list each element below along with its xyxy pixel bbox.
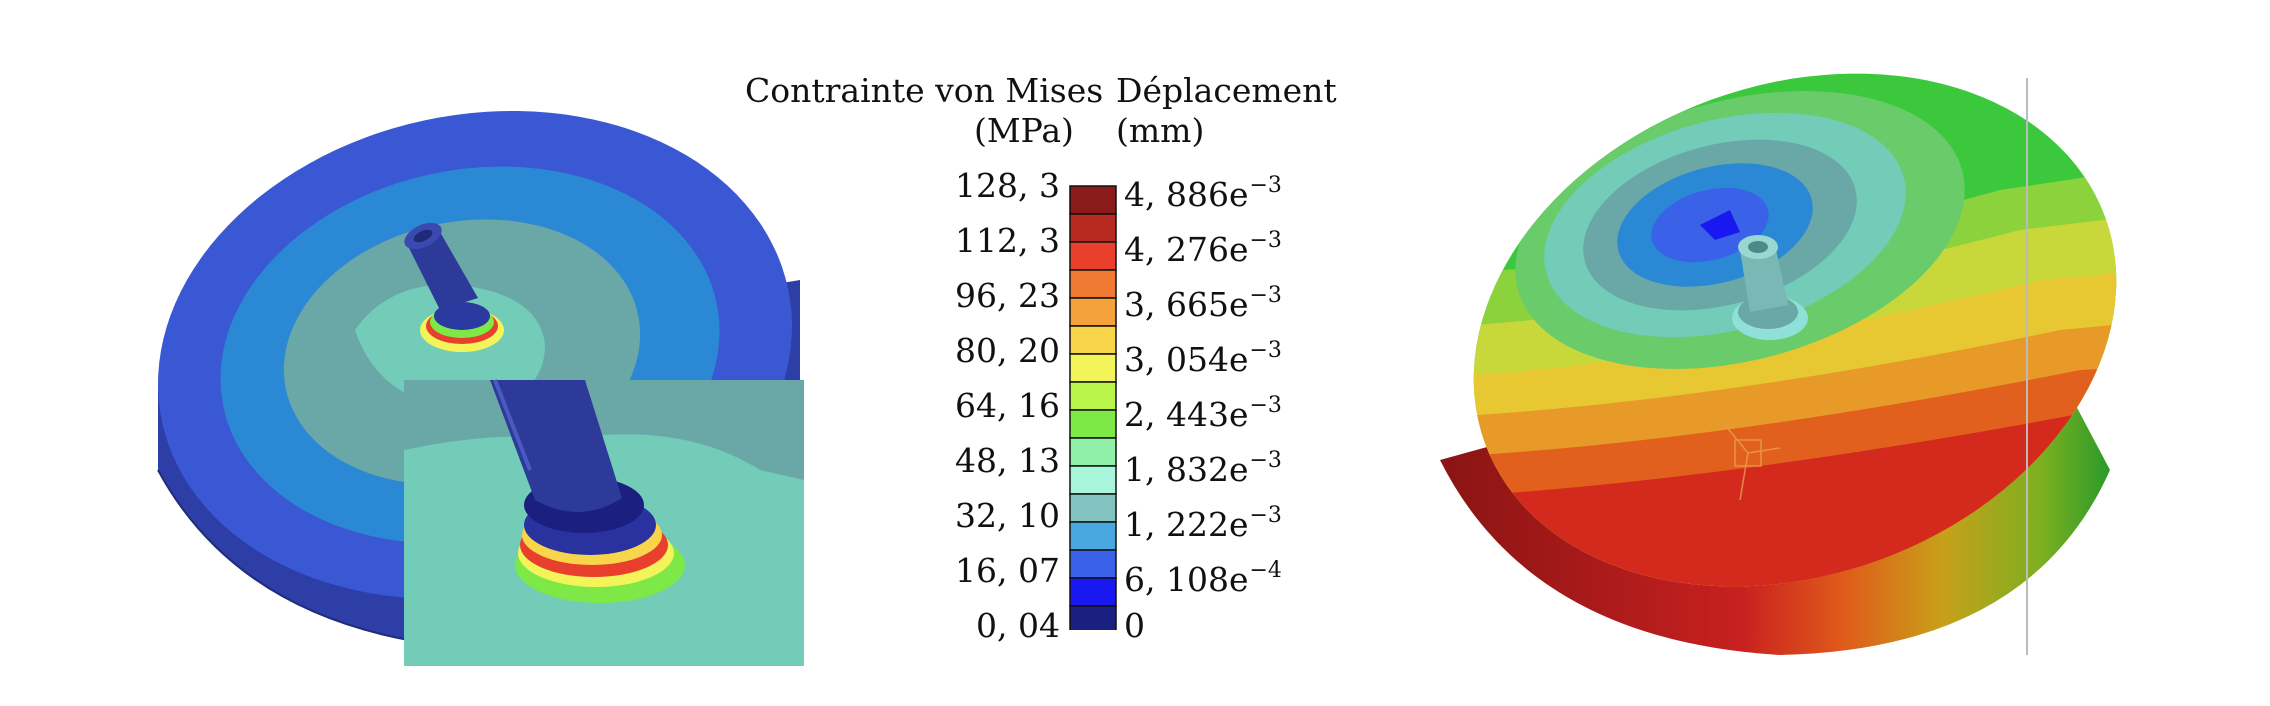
stress-tick-label: 0, 04 — [976, 606, 1060, 645]
orientation-triad-icon — [1724, 424, 1781, 501]
colorbar-segment — [1069, 213, 1117, 243]
stress-tick-label: 96, 23 — [955, 276, 1060, 315]
displacement-tick-label: 6, 108e−4 — [1124, 558, 1282, 599]
colorbar-segment — [1069, 493, 1117, 523]
colorbar-segment — [1069, 409, 1117, 439]
stress-tick-label: 128, 3 — [955, 166, 1060, 205]
displacement-tick-label: 1, 222e−3 — [1124, 503, 1282, 544]
displacement-model-view — [1401, 0, 2189, 674]
colorbar-segment — [1069, 577, 1117, 607]
displacement-tick-label: 4, 886e−3 — [1124, 173, 1282, 214]
legend-stress-unit: (MPa) — [974, 111, 1074, 150]
legend-displacement-unit: (mm) — [1116, 111, 1205, 150]
stress-tick-label: 112, 3 — [955, 221, 1060, 260]
colorbar-segment — [1069, 521, 1117, 551]
colorbar-segment — [1069, 437, 1117, 467]
stress-shaft — [404, 222, 504, 352]
legend-colorbar — [1069, 185, 1117, 630]
colorbar-segment — [1069, 381, 1117, 411]
stress-tick-label: 80, 20 — [955, 331, 1060, 370]
colorbar-segment — [1069, 241, 1117, 271]
colorbar-segment — [1069, 465, 1117, 495]
colorbar-segment — [1069, 297, 1117, 327]
displacement-shaft — [1732, 235, 1808, 340]
displacement-tick-label: 3, 054e−3 — [1124, 338, 1282, 379]
stress-tick-label: 64, 16 — [955, 386, 1060, 425]
displacement-tick-label: 3, 665e−3 — [1124, 283, 1282, 324]
legend-displacement-title: Déplacement — [1116, 71, 1337, 110]
legend-stress-title: Contrainte von Mises — [745, 71, 1104, 110]
stress-tick-label: 32, 10 — [955, 496, 1060, 535]
stress-tick-label: 48, 13 — [955, 441, 1060, 480]
colorbar-segment — [1069, 325, 1117, 355]
stress-tick-label: 16, 07 — [955, 551, 1060, 590]
colorbar-segment — [1069, 185, 1117, 215]
colorbar-segment — [1069, 549, 1117, 579]
displacement-tick-label: 0 — [1124, 606, 1145, 645]
stress-zoom-inset — [404, 379, 804, 666]
displacement-tick-label: 4, 276e−3 — [1124, 228, 1282, 269]
displacement-tick-label: 2, 443e−3 — [1124, 393, 1282, 434]
stress-model-view — [157, 110, 804, 666]
colorbar-segment — [1069, 605, 1117, 630]
displacement-tick-label: 1, 832e−3 — [1124, 448, 1282, 489]
colorbar-segment — [1069, 353, 1117, 383]
colorbar-segment — [1069, 269, 1117, 299]
